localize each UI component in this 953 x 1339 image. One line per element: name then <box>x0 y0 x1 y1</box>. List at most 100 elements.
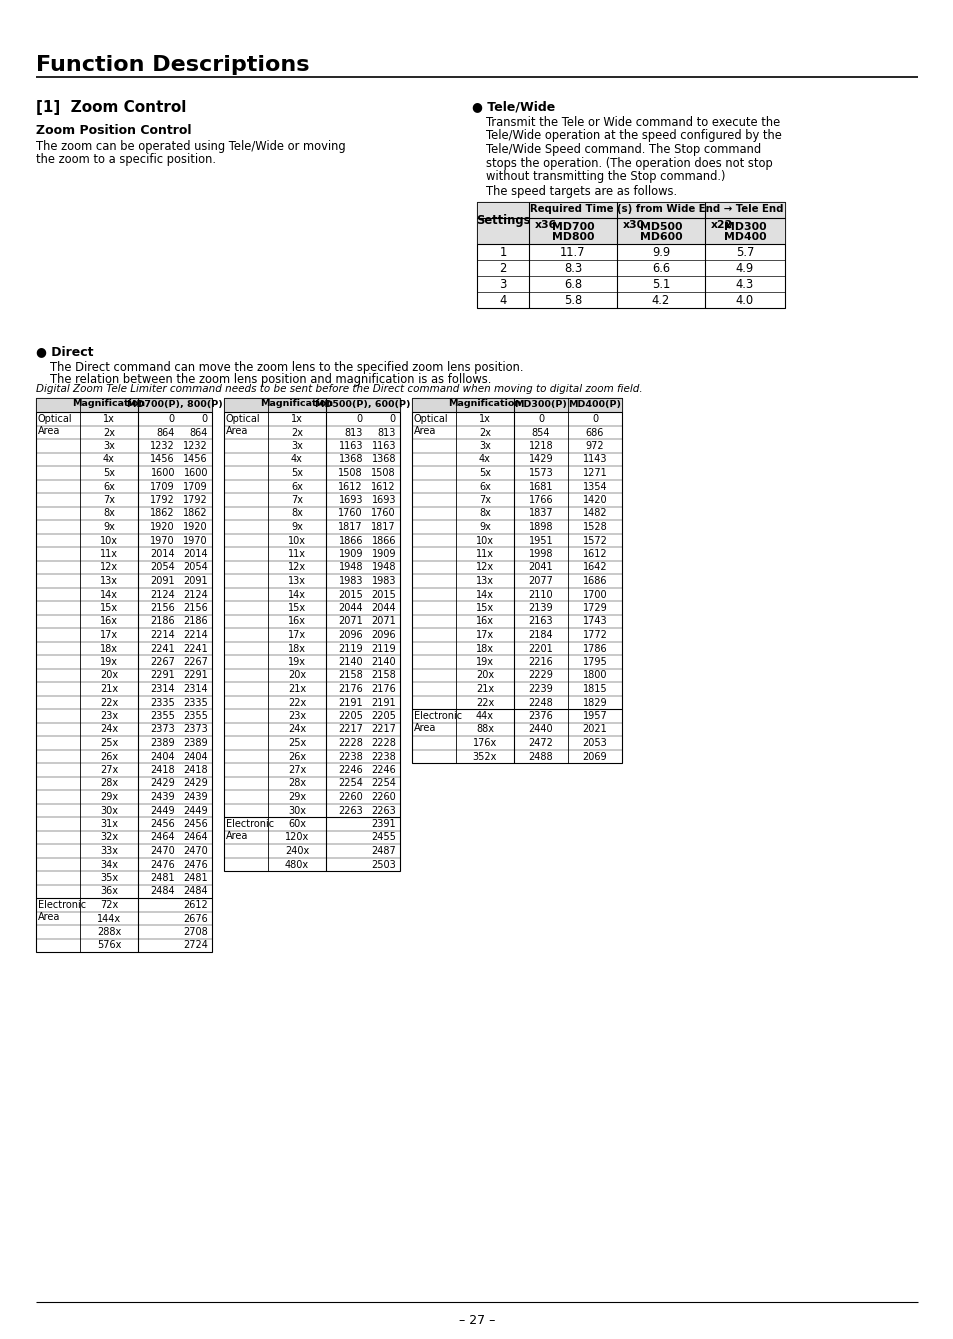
Text: 2484: 2484 <box>151 886 174 897</box>
Text: MD700: MD700 <box>551 221 594 232</box>
Text: 854: 854 <box>531 427 550 438</box>
Text: 2201: 2201 <box>528 644 553 653</box>
Text: 480x: 480x <box>285 860 309 869</box>
Text: 10x: 10x <box>288 536 306 545</box>
Text: 1970: 1970 <box>183 536 208 545</box>
Text: 2376: 2376 <box>528 711 553 720</box>
Text: 8.3: 8.3 <box>563 262 581 276</box>
Text: 1866: 1866 <box>371 536 395 545</box>
Text: 1573: 1573 <box>528 469 553 478</box>
Text: 1998: 1998 <box>528 549 553 558</box>
Text: 2205: 2205 <box>337 711 363 720</box>
Text: 2096: 2096 <box>371 631 395 640</box>
Text: MD800: MD800 <box>551 232 594 241</box>
Bar <box>476 201 529 244</box>
Text: 18x: 18x <box>100 644 118 653</box>
Text: 2418: 2418 <box>183 765 208 775</box>
Text: 2291: 2291 <box>183 671 208 680</box>
Text: 2481: 2481 <box>183 873 208 882</box>
Text: 2263: 2263 <box>371 806 395 815</box>
Text: 1218: 1218 <box>528 441 553 451</box>
Text: 2260: 2260 <box>338 791 363 802</box>
Text: 3: 3 <box>498 279 506 292</box>
Text: 3x: 3x <box>478 441 491 451</box>
Text: 2096: 2096 <box>338 631 363 640</box>
Text: 16x: 16x <box>476 616 494 627</box>
Text: 9x: 9x <box>103 522 114 532</box>
Text: 4x: 4x <box>291 454 303 465</box>
Text: 27x: 27x <box>100 765 118 775</box>
Text: 2373: 2373 <box>183 724 208 735</box>
Text: 176x: 176x <box>473 738 497 749</box>
Text: 1143: 1143 <box>582 454 607 465</box>
Bar <box>529 201 784 217</box>
Text: 14x: 14x <box>100 589 118 600</box>
Text: 1456: 1456 <box>151 454 174 465</box>
Text: 1760: 1760 <box>338 509 363 518</box>
Text: 2071: 2071 <box>371 616 395 627</box>
Text: 1792: 1792 <box>183 495 208 505</box>
Text: 72x: 72x <box>100 900 118 911</box>
Text: 5.1: 5.1 <box>651 279 669 292</box>
Text: 2091: 2091 <box>151 576 174 586</box>
Text: 0: 0 <box>390 414 395 424</box>
Text: 2355: 2355 <box>183 711 208 720</box>
Text: Required Time (s) from Wide End → Tele End: Required Time (s) from Wide End → Tele E… <box>530 205 783 214</box>
Text: 2077: 2077 <box>528 576 553 586</box>
Text: 22x: 22x <box>288 698 306 707</box>
Text: 11.7: 11.7 <box>559 246 585 260</box>
Text: 1x: 1x <box>478 414 491 424</box>
Text: 2041: 2041 <box>528 562 553 573</box>
Text: 576x: 576x <box>96 940 121 951</box>
Text: 1: 1 <box>498 246 506 260</box>
Text: 2488: 2488 <box>528 751 553 762</box>
Text: 2404: 2404 <box>151 751 174 762</box>
Text: 7x: 7x <box>103 495 115 505</box>
Text: 1612: 1612 <box>338 482 363 491</box>
Text: 2044: 2044 <box>338 603 363 613</box>
Text: 10x: 10x <box>100 536 118 545</box>
Text: Zoom Position Control: Zoom Position Control <box>36 125 192 137</box>
Text: 1528: 1528 <box>582 522 607 532</box>
Text: MD300: MD300 <box>723 221 765 232</box>
Text: 2456: 2456 <box>183 819 208 829</box>
Text: 2429: 2429 <box>183 778 208 789</box>
Text: 12x: 12x <box>100 562 118 573</box>
Text: 2110: 2110 <box>528 589 553 600</box>
Text: 2205: 2205 <box>371 711 395 720</box>
Text: 6x: 6x <box>291 482 303 491</box>
Text: 2044: 2044 <box>371 603 395 613</box>
Text: 2216: 2216 <box>528 657 553 667</box>
Bar <box>704 217 784 244</box>
Text: – 27 –: – 27 – <box>458 1314 495 1327</box>
Text: 3x: 3x <box>103 441 114 451</box>
Text: stops the operation. (The operation does not stop: stops the operation. (The operation does… <box>485 157 772 170</box>
Text: the zoom to a specific position.: the zoom to a specific position. <box>36 153 215 166</box>
Text: 2054: 2054 <box>183 562 208 573</box>
Text: 2217: 2217 <box>371 724 395 735</box>
Text: 31x: 31x <box>100 819 118 829</box>
Text: 6x: 6x <box>478 482 491 491</box>
Text: 2246: 2246 <box>371 765 395 775</box>
Text: 2449: 2449 <box>151 806 174 815</box>
Text: 1729: 1729 <box>582 603 607 613</box>
Text: 2119: 2119 <box>371 644 395 653</box>
Text: 2314: 2314 <box>183 684 208 694</box>
Text: 11x: 11x <box>288 549 306 558</box>
Text: 26x: 26x <box>100 751 118 762</box>
Text: 19x: 19x <box>288 657 306 667</box>
Text: 4.9: 4.9 <box>735 262 753 276</box>
Text: 6x: 6x <box>103 482 114 491</box>
Text: 20x: 20x <box>288 671 306 680</box>
Text: 1898: 1898 <box>528 522 553 532</box>
Text: 44x: 44x <box>476 711 494 720</box>
Text: 2191: 2191 <box>338 698 363 707</box>
Text: 18x: 18x <box>288 644 306 653</box>
Text: 9.9: 9.9 <box>651 246 669 260</box>
Text: 1482: 1482 <box>582 509 607 518</box>
Text: 2254: 2254 <box>337 778 363 789</box>
Text: 2: 2 <box>498 262 506 276</box>
Text: 2476: 2476 <box>150 860 174 869</box>
Bar <box>529 217 617 244</box>
Text: MD500(P), 600(P): MD500(P), 600(P) <box>314 399 411 408</box>
